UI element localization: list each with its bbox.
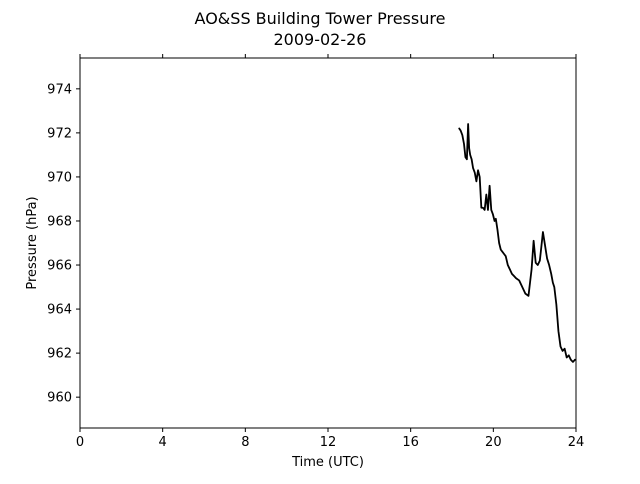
- y-tick-label: 962: [47, 347, 72, 362]
- x-tick-label: 24: [568, 435, 585, 450]
- x-tick-label: 12: [320, 435, 337, 450]
- y-tick-label: 970: [47, 170, 72, 185]
- x-tick-label: 20: [485, 435, 502, 450]
- y-axis-ticks: 960 962 964 966 968 970 972 974: [47, 82, 80, 406]
- y-tick-label: 960: [47, 391, 72, 406]
- y-tick-label: 974: [47, 82, 72, 97]
- x-tick-label: 16: [402, 435, 419, 450]
- x-tick-label: 4: [159, 435, 167, 450]
- y-tick-label: 968: [47, 214, 72, 229]
- series-layer: [458, 123, 576, 363]
- x-tick-label: 0: [76, 435, 84, 450]
- x-axis-ticks: 0 4 8 12 16 20 24: [76, 54, 584, 450]
- y-tick-label: 972: [47, 126, 72, 141]
- chart-title: AO&SS Building Tower Pressure: [195, 9, 446, 28]
- x-axis-label: Time (UTC): [291, 455, 364, 470]
- pressure-series-line: [458, 123, 576, 363]
- y-axis-label: Pressure (hPa): [25, 196, 40, 289]
- y-tick-label: 964: [47, 303, 72, 318]
- y-tick-label: 966: [47, 259, 72, 274]
- x-tick-label: 8: [241, 435, 249, 450]
- plot-area: [79, 57, 577, 429]
- chart-subtitle: 2009-02-26: [274, 30, 367, 49]
